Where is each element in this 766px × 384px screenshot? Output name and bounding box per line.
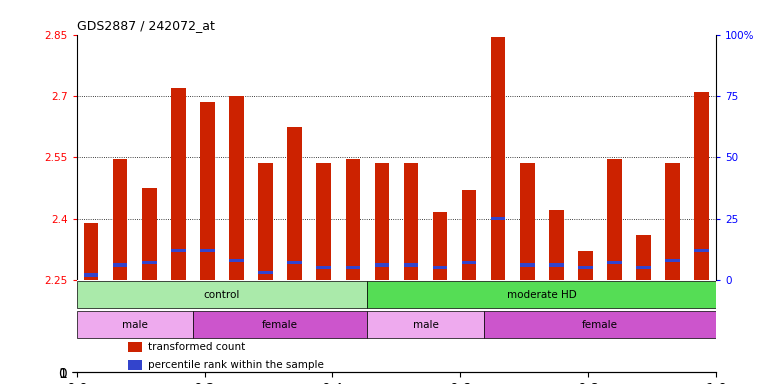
Text: female: female [582,320,618,330]
Bar [462,190,476,280]
Bar [128,360,142,370]
Bar [375,263,389,267]
Bar [83,273,98,276]
Bar [578,251,593,280]
Bar [258,271,273,274]
Bar [142,261,156,264]
FancyBboxPatch shape [193,311,368,338]
Bar [345,159,360,280]
Bar [433,212,447,280]
Bar [637,266,651,269]
Bar [666,163,680,280]
Bar [404,263,418,267]
Bar [200,249,214,252]
Bar [258,163,273,280]
Bar [404,163,418,280]
Text: control: control [204,290,241,300]
Bar [491,217,506,220]
Bar [549,210,564,280]
Text: male: male [122,320,148,330]
Bar [142,188,156,280]
Bar [83,223,98,280]
Text: GDS2887 / 242072_at: GDS2887 / 242072_at [77,19,214,32]
Bar [666,258,680,262]
Bar [171,88,185,280]
Text: male: male [413,320,438,330]
Text: transformed count: transformed count [149,342,245,352]
FancyBboxPatch shape [77,281,368,308]
Text: moderate HD: moderate HD [507,290,577,300]
FancyBboxPatch shape [368,311,483,338]
Bar [549,263,564,267]
Bar [287,261,302,264]
Bar [637,235,651,280]
FancyBboxPatch shape [483,311,716,338]
Bar [316,163,331,280]
FancyBboxPatch shape [77,311,193,338]
FancyBboxPatch shape [368,281,716,308]
Bar [229,258,244,262]
Bar [462,261,476,264]
Bar [607,261,622,264]
Bar [128,342,142,352]
Bar [695,92,709,280]
Text: female: female [262,320,298,330]
Bar [520,163,535,280]
Text: percentile rank within the sample: percentile rank within the sample [149,360,324,370]
Bar [113,263,127,267]
Bar [171,249,185,252]
Bar [113,159,127,280]
Bar [491,36,506,280]
Bar [520,263,535,267]
Bar [345,266,360,269]
Bar [316,266,331,269]
Bar [229,96,244,280]
Bar [433,266,447,269]
Bar [578,266,593,269]
Bar [607,159,622,280]
Bar [287,127,302,280]
Bar [200,102,214,280]
Bar [375,163,389,280]
Bar [695,249,709,252]
